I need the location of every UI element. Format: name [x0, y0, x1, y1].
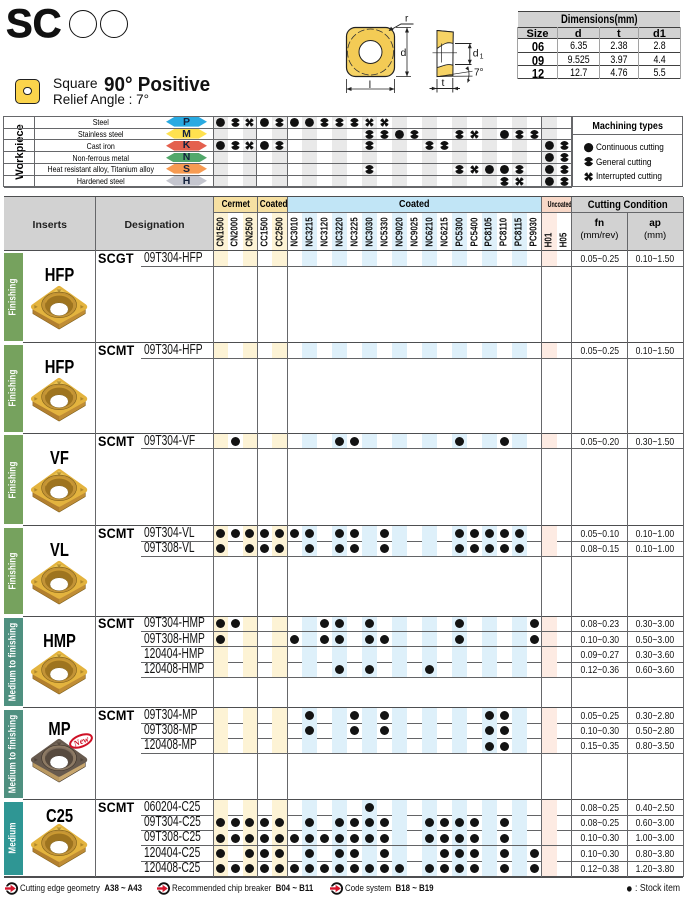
svg-text:l: l: [369, 79, 371, 91]
svg-text:d: d: [401, 47, 407, 59]
svg-text:t: t: [442, 77, 445, 89]
svg-text:1: 1: [480, 54, 484, 61]
svg-text:7°: 7°: [474, 68, 484, 79]
svg-text:d: d: [473, 48, 479, 60]
svg-text:r: r: [405, 14, 409, 25]
